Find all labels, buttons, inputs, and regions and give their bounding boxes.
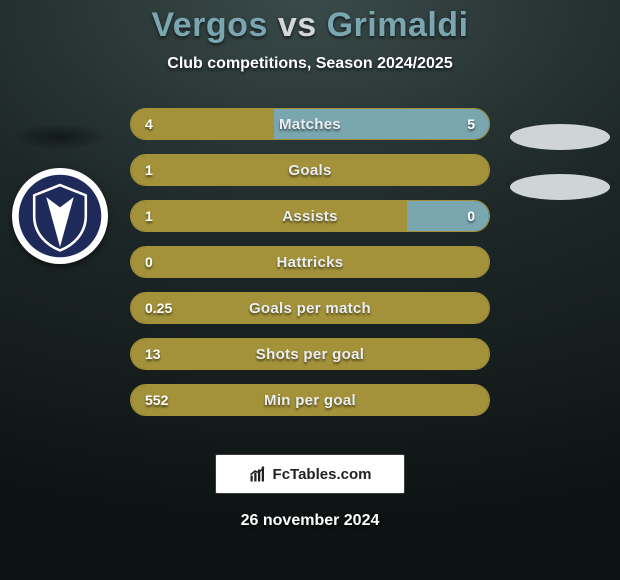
stat-bar: 1Goals <box>130 154 490 186</box>
stat-label: Goals <box>131 155 489 185</box>
subtitle: Club competitions, Season 2024/2025 <box>0 55 620 73</box>
right-side <box>500 108 620 200</box>
stat-bar: 0Hattricks <box>130 246 490 278</box>
left-side <box>0 108 120 264</box>
main-layout: 45Matches 1Goals 10Assists 0Hattricks 0.25Go… <box>0 108 620 416</box>
stat-label: Assists <box>131 201 489 231</box>
stat-label: Hattricks <box>131 247 489 277</box>
stat-bar: 552Min per goal <box>130 384 490 416</box>
stat-label: Min per goal <box>131 385 489 415</box>
chart-icon <box>249 465 267 483</box>
player2-ellipse-2 <box>510 174 610 200</box>
player1-shadow-ellipse <box>10 124 110 150</box>
card: Vergos vs Grimaldi Club competitions, Se… <box>0 0 620 580</box>
stat-bar: 0.25Goals per match <box>130 292 490 324</box>
stat-label: Goals per match <box>131 293 489 323</box>
crest-icon <box>17 173 103 259</box>
stat-label: Matches <box>131 109 489 139</box>
brand-badge: FcTables.com <box>215 454 405 494</box>
brand-text: FcTables.com <box>273 466 372 483</box>
title: Vergos vs Grimaldi <box>0 0 620 45</box>
stat-bar: 10Assists <box>130 200 490 232</box>
player1-club-crest <box>12 168 108 264</box>
stat-label: Shots per goal <box>131 339 489 369</box>
vs-text: vs <box>278 6 317 44</box>
stats-bars: 45Matches 1Goals 10Assists 0Hattricks 0.25Go… <box>120 108 500 416</box>
stat-bar: 13Shots per goal <box>130 338 490 370</box>
player2-ellipse-1 <box>510 124 610 150</box>
player1-name: Vergos <box>151 6 267 44</box>
player2-name: Grimaldi <box>327 6 469 44</box>
date-text: 26 november 2024 <box>241 512 380 530</box>
stat-bar: 45Matches <box>130 108 490 140</box>
